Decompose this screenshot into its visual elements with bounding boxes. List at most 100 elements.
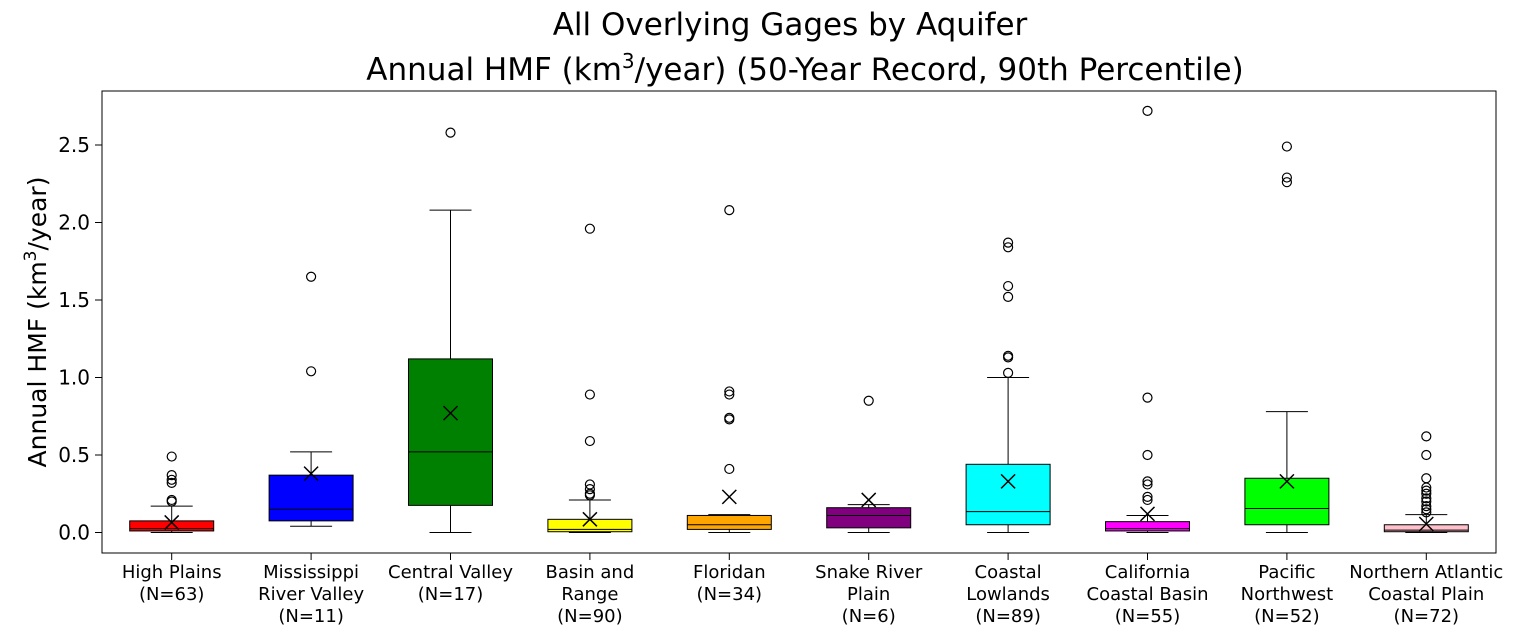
- category-label: Snake River: [815, 562, 923, 583]
- category-label: Coastal Basin: [1087, 584, 1209, 605]
- outlier-point: [1421, 507, 1432, 518]
- outlier-point: [584, 389, 596, 400]
- category-label: Range: [561, 584, 618, 605]
- mean-marker: [442, 405, 459, 421]
- outlier-point: [1142, 494, 1153, 506]
- outlier-point: [1421, 449, 1432, 461]
- mean-marker: [1000, 473, 1016, 489]
- outlier-point: [166, 474, 177, 485]
- title-line-2: Annual HMF (km3/year) (50-Year Record, 9…: [366, 49, 1243, 88]
- mean-marker: [861, 492, 877, 508]
- outlier-point: [1142, 491, 1153, 502]
- outlier-point: [1421, 501, 1432, 512]
- outlier-point: [724, 205, 735, 216]
- box: [1383, 524, 1469, 533]
- category-label: (N=52): [1254, 606, 1320, 627]
- outlier-point: [1421, 496, 1432, 507]
- title-line-1: All Overlying Gages by Aquifer: [553, 7, 1028, 43]
- outlier-point: [584, 484, 596, 495]
- box: [129, 520, 215, 532]
- outlier-point: [1142, 479, 1153, 490]
- box: [408, 358, 493, 506]
- outlier-point: [306, 271, 317, 282]
- category-label: High Plains: [122, 562, 222, 583]
- y-axis-label: Annual HMF (km3/year): [21, 177, 52, 468]
- y-tick-label: 1.0: [58, 366, 90, 390]
- mean-marker: [164, 514, 180, 530]
- outlier-point: [1421, 473, 1432, 484]
- outlier-point: [1002, 280, 1014, 292]
- outlier-point: [1281, 172, 1293, 183]
- category-label: (N=17): [418, 584, 484, 605]
- mean-marker: [1279, 473, 1295, 489]
- outlier-point: [724, 463, 735, 475]
- y-tick-label: 0.0: [58, 521, 90, 545]
- category-label: (N=63): [139, 584, 205, 605]
- category-label: Floridan: [693, 562, 766, 583]
- outlier-point: [1421, 431, 1432, 442]
- box: [826, 507, 912, 529]
- outlier-point: [1002, 367, 1014, 378]
- box: [686, 514, 772, 530]
- mean-marker: [721, 489, 737, 505]
- outlier-point: [724, 412, 735, 423]
- category-label: (N=34): [697, 584, 763, 605]
- plot-area: 0.0 0.5 1.0 1.5 2.0 2.5 High Plains(N=63) Missi…: [58, 90, 1503, 627]
- category-label: (N=72): [1394, 606, 1460, 627]
- box: [1105, 521, 1190, 532]
- outlier-point: [724, 389, 735, 400]
- outlier-point: [1002, 242, 1014, 253]
- y-tick-label: 2.0: [58, 211, 90, 235]
- category-label: Basin and: [546, 562, 635, 583]
- outlier-point: [1002, 237, 1014, 248]
- outlier-point: [1421, 493, 1432, 504]
- outlier-point: [166, 494, 177, 506]
- category-label: Coastal: [975, 562, 1042, 583]
- mean-marker: [1139, 506, 1156, 522]
- outlier-point: [445, 127, 456, 138]
- outlier-point: [584, 479, 596, 490]
- outlier-point: [1142, 105, 1153, 117]
- outlier-point: [1002, 291, 1014, 302]
- outlier-point: [1142, 476, 1153, 487]
- outlier-point: [166, 470, 177, 481]
- y-tick-label: 0.5: [58, 443, 90, 467]
- category-label: Northwest: [1241, 584, 1334, 605]
- outlier-point: [1142, 392, 1153, 403]
- category-label: California: [1105, 562, 1190, 583]
- box: [1244, 477, 1330, 526]
- title-superscript: 3: [622, 49, 635, 73]
- box: [965, 463, 1051, 526]
- category-label: Northern Atlantic: [1349, 562, 1503, 583]
- category-label: Central Valley: [388, 562, 513, 583]
- category-label: Coastal Plain: [1368, 584, 1484, 605]
- y-tick-label: 1.5: [58, 288, 90, 312]
- category-label: (N=55): [1115, 606, 1181, 627]
- outlier-point: [306, 366, 317, 377]
- y-tick-label: 2.5: [58, 133, 90, 157]
- outlier-point: [1421, 488, 1432, 499]
- outlier-point: [1281, 141, 1293, 152]
- mean-marker: [1418, 516, 1434, 532]
- chart-title: All Overlying Gages by Aquifer Annual HM…: [366, 7, 1243, 88]
- outlier-point: [584, 223, 596, 234]
- mean-marker: [303, 466, 319, 482]
- category-label: River Valley: [258, 584, 364, 605]
- mean-marker: [582, 511, 598, 527]
- outlier-point: [1142, 449, 1153, 461]
- category-label: (N=11): [278, 606, 344, 627]
- outlier-point: [1002, 350, 1014, 361]
- category-label: (N=89): [975, 606, 1041, 627]
- outlier-point: [724, 386, 735, 397]
- outlier-point: [1421, 485, 1432, 496]
- category-label: (N=90): [557, 606, 623, 627]
- outlier-point: [1421, 504, 1432, 515]
- outlier-point: [1281, 177, 1293, 188]
- outlier-point: [584, 435, 596, 447]
- box: [268, 474, 354, 522]
- outlier-point: [166, 477, 177, 488]
- category-label: Mississippi: [263, 562, 359, 583]
- outlier-point: [863, 395, 874, 406]
- ylabel-superscript: 3: [21, 250, 41, 261]
